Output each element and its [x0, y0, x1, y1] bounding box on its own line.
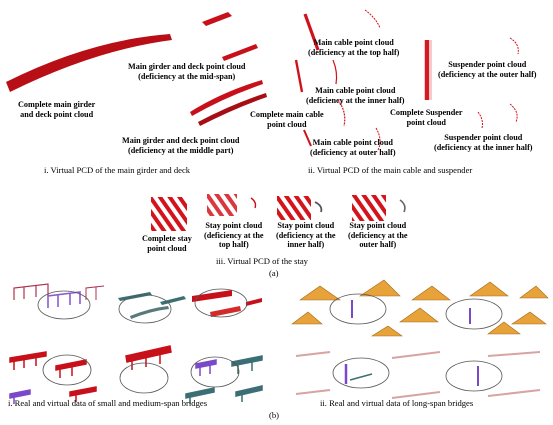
pylon-sample [372, 326, 402, 336]
label-sus-complete: Complete Suspender point cloud [390, 108, 463, 127]
highlight-ellipse [446, 299, 502, 329]
pylon-sample [512, 312, 546, 324]
mc-top-arc [365, 10, 380, 28]
label-stay-complete: Complete stay point cloud [142, 234, 192, 253]
caption-b-ii: ii. Real and virtual data of long-span b… [320, 398, 473, 408]
highlight-ellipse [446, 361, 502, 391]
stay-top-arc [251, 198, 256, 208]
pylon-sample [360, 280, 400, 296]
teal-line-sample [350, 374, 372, 380]
red-deck-sample [246, 298, 262, 306]
panel-tag-a: (a) [269, 268, 279, 278]
teal-frame-sample [236, 386, 262, 402]
frame-sample [48, 292, 80, 308]
caption-a-i: i. Virtual PCD of the main girder and de… [44, 165, 190, 175]
pylon-sample [470, 282, 508, 296]
highlight-ellipse [330, 294, 386, 324]
stay-inner-cloud [277, 196, 311, 220]
teal-girder-sample [118, 292, 152, 301]
small-medium-span-samples [10, 284, 262, 404]
highlight-ellipse [38, 291, 90, 319]
pylon-sample [400, 308, 438, 322]
purple-frame-sample [196, 360, 216, 376]
highlight-ellipse [120, 363, 168, 393]
red-frame-sample [126, 346, 171, 370]
label-girder-deck-middle: Main girder and deck point cloud (defici… [122, 136, 239, 155]
cable-sample [296, 390, 330, 394]
label-stay-top: Stay point cloud (deficiency at the top … [204, 221, 264, 250]
label-sus-inner: Suspender point cloud (deficiency at the… [434, 133, 533, 152]
highlight-ellipse [43, 355, 91, 385]
girder-deck-midspan-cloud [202, 12, 232, 26]
label-stay-inner: Stay point cloud (deficiency at the inne… [276, 221, 336, 250]
stay-outer-arc [400, 200, 405, 212]
cable-sample [488, 352, 540, 356]
panel-tag-b: (b) [269, 410, 279, 420]
long-span-samples [292, 280, 548, 398]
sus-inner-arc-2 [478, 112, 483, 128]
highlight-ellipse [333, 358, 389, 388]
stay-complete-cloud [151, 197, 187, 231]
caption-b-i: i. Real and virtual data of small and me… [8, 398, 207, 408]
stay-top-cloud [207, 194, 237, 216]
teal-girder-sample [160, 296, 186, 305]
red-deck-sample [210, 306, 241, 317]
label-sus-outer: Suspender point cloud (deficiency at the… [438, 60, 537, 79]
mc-inner-arc [333, 60, 337, 84]
cable-sample [488, 390, 540, 396]
caption-a-iii: iii. Virtual PCD of the stay [216, 256, 308, 266]
label-mc-complete: Complete main cable point cloud [250, 110, 324, 129]
frame-sample [86, 286, 104, 300]
label-mc-top: Main cable point cloud (deficiency at th… [308, 38, 399, 57]
label-girder-deck-midspan: Main girder and deck point cloud (defici… [128, 62, 245, 81]
stay-inner-arc [315, 202, 321, 212]
pylon-sample [412, 286, 450, 300]
pylon-sample [300, 286, 340, 300]
pylon-sample [520, 286, 548, 298]
frame-sample [14, 284, 48, 300]
cable-sample [392, 352, 440, 358]
red-frame-sample [10, 352, 46, 370]
sus-inner-arc [510, 104, 517, 122]
label-complete-girder-deck: Complete main girder and deck point clou… [18, 100, 95, 119]
sus-outer-arc [510, 38, 518, 54]
caption-a-ii: ii. Virtual PCD of the main cable and su… [308, 165, 472, 175]
cable-sample [296, 352, 330, 356]
label-mc-outer: Main cable point cloud (deficiency at ou… [310, 138, 396, 157]
label-mc-inner: Main cable point cloud (deficiency at th… [306, 86, 405, 105]
label-stay-outer: Stay point cloud (deficiency at the oute… [348, 221, 408, 250]
red-frame-sample [56, 360, 86, 378]
girder-deck-midspan-cloud-part2 [222, 44, 258, 61]
pylon-sample [292, 312, 322, 324]
mc-inner-cloud [296, 60, 302, 92]
stay-outer-cloud [352, 195, 386, 221]
teal-girder-sample [130, 306, 169, 319]
